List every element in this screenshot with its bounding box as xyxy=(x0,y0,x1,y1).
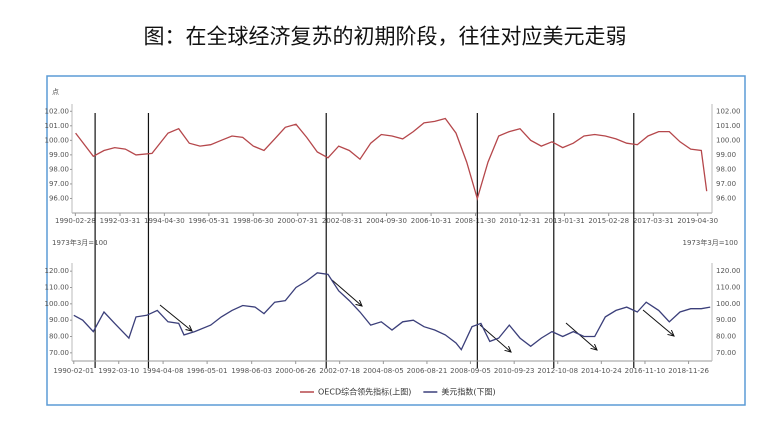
y-tick-label-right: 102.00 xyxy=(716,107,741,115)
x-tick-label: 2000-06-26 xyxy=(275,367,316,375)
x-tick-label: 2017-03-31 xyxy=(633,217,674,225)
y-tick-label: 101.00 xyxy=(45,122,70,130)
x-tick-label: 1996-05-31 xyxy=(189,217,230,225)
x-tick-label: 2008-09-05 xyxy=(450,367,491,375)
y-tick-label-right: 80.00 xyxy=(716,333,736,341)
x-tick-label: 2010-09-23 xyxy=(494,367,535,375)
x-tick-label: 2016-11-10 xyxy=(625,367,666,375)
series-line xyxy=(73,272,711,351)
x-tick-label: 2004-08-05 xyxy=(363,367,404,375)
y-tick-label-right: 97.00 xyxy=(716,180,736,188)
x-tick-label: 1990-02-28 xyxy=(55,217,96,225)
arrow xyxy=(565,322,597,350)
x-tick-label: 2002-08-31 xyxy=(322,217,363,225)
arrow xyxy=(479,324,511,352)
chart-title: 图：在全球经济复苏的初期阶段，往往对应美元走弱 xyxy=(144,25,627,49)
y-tick-label-right: 70.00 xyxy=(716,349,736,357)
x-tick-label: 2014-10-24 xyxy=(581,367,622,375)
y-tick-label-right: 101.00 xyxy=(716,122,741,130)
x-tick-label: 2015-02-28 xyxy=(588,217,629,225)
y-tick-label: 120.00 xyxy=(45,267,70,275)
x-tick-label: 2002-07-18 xyxy=(319,367,360,375)
arrow xyxy=(331,279,362,306)
y-tick-label: 99.00 xyxy=(49,151,69,159)
y-tick-label: 110.00 xyxy=(45,284,70,292)
y-tick-label-right: 96.00 xyxy=(716,194,736,202)
y-tick-label-right: 100.00 xyxy=(716,300,741,308)
x-tick-label: 2012-10-08 xyxy=(537,367,578,375)
unit-label: 点 xyxy=(52,88,59,96)
y-tick-label-right: 98.00 xyxy=(716,165,736,173)
frame xyxy=(46,75,746,406)
legend-label: OECD综合领先指标(上图) xyxy=(318,387,411,397)
x-tick-label: 2006-10-31 xyxy=(411,217,452,225)
x-tick-label: 2008-11-30 xyxy=(455,217,496,225)
unit-label-right: 1973年3月=100 xyxy=(683,238,739,247)
x-tick-label: 2010-12-31 xyxy=(500,217,541,225)
y-tick-label-right: 120.00 xyxy=(716,267,741,275)
y-tick-label-right: 90.00 xyxy=(716,316,736,324)
x-tick-label: 2006-08-21 xyxy=(407,367,448,375)
x-tick-label: 1992-03-31 xyxy=(100,217,141,225)
y-tick-label-right: 100.00 xyxy=(716,136,741,144)
x-tick-label: 2018-11-26 xyxy=(668,367,709,375)
x-tick-label: 1992-03-10 xyxy=(98,367,139,375)
x-tick-label: 1994-04-08 xyxy=(143,367,184,375)
y-tick-label: 70.00 xyxy=(49,349,69,357)
y-tick-label: 96.00 xyxy=(49,194,69,202)
y-tick-label-right: 99.00 xyxy=(716,151,736,159)
arrow xyxy=(642,309,674,336)
y-tick-label: 90.00 xyxy=(49,316,69,324)
y-tick-label: 100.00 xyxy=(45,136,70,144)
y-tick-label: 100.00 xyxy=(45,300,70,308)
series-line xyxy=(75,117,708,201)
x-tick-label: 2004-09-30 xyxy=(366,217,407,225)
trend-arrows xyxy=(159,279,674,352)
legend-label: 美元指数(下图) xyxy=(441,387,495,397)
x-tick-label: 2013-01-31 xyxy=(544,217,585,225)
unit-label: 1973年3月=100 xyxy=(52,238,108,247)
arrow xyxy=(159,304,192,331)
y-tick-label-right: 110.00 xyxy=(716,284,741,292)
x-tick-label: 1994-04-30 xyxy=(144,217,185,225)
x-tick-label: 1998-06-30 xyxy=(233,217,274,225)
y-tick-label: 80.00 xyxy=(49,333,69,341)
y-tick-label: 98.00 xyxy=(49,165,69,173)
y-tick-label: 102.00 xyxy=(45,107,70,115)
x-tick-label: 1990-02-01 xyxy=(53,367,94,375)
x-tick-label: 1998-06-03 xyxy=(231,367,272,375)
x-tick-label: 1996-05-01 xyxy=(187,367,228,375)
y-tick-label: 97.00 xyxy=(49,180,69,188)
x-tick-label: 2000-07-31 xyxy=(277,217,318,225)
x-tick-label: 2019-04-30 xyxy=(677,217,718,225)
